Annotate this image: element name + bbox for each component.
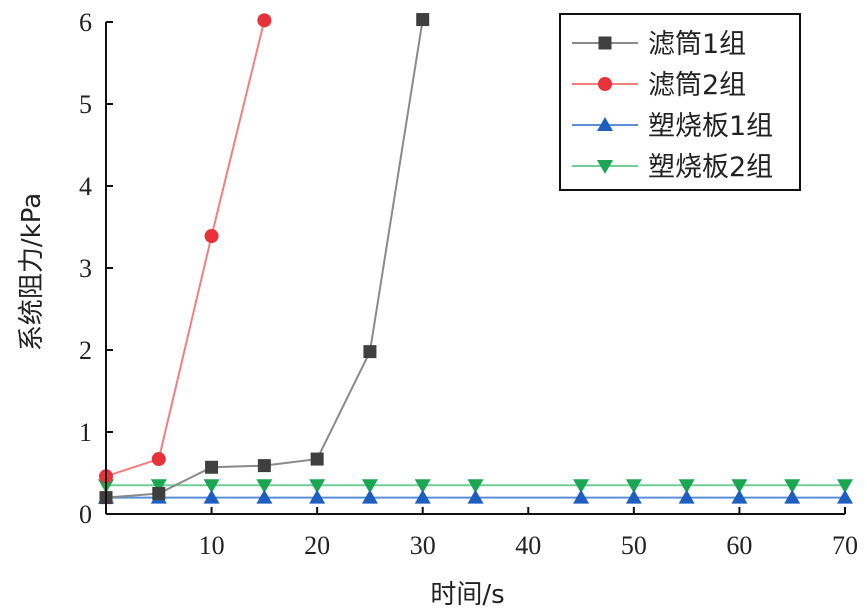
x-axis-title: 时间/s bbox=[430, 580, 504, 610]
legend-item: 塑烧板1组 bbox=[572, 111, 773, 142]
data-point bbox=[256, 479, 273, 494]
legend-item: 滤筒1组 bbox=[572, 29, 746, 60]
y-tick-label: 6 bbox=[79, 8, 92, 37]
data-point bbox=[414, 479, 431, 494]
data-point bbox=[731, 489, 748, 504]
legend-label: 滤筒1组 bbox=[648, 29, 746, 60]
y-tick-label: 4 bbox=[79, 172, 92, 201]
series-1 bbox=[99, 13, 430, 505]
legend-marker bbox=[598, 77, 612, 91]
y-axis-title: 系统阻力/kPa bbox=[17, 193, 47, 351]
data-point bbox=[150, 479, 167, 494]
legend-label: 塑烧板2组 bbox=[648, 152, 773, 183]
legend-marker bbox=[597, 117, 613, 131]
data-point bbox=[625, 489, 642, 504]
data-point bbox=[467, 489, 484, 504]
data-point bbox=[837, 479, 853, 494]
legend-item: 塑烧板2组 bbox=[572, 152, 773, 183]
series-line bbox=[105, 20, 266, 478]
x-tick-label: 10 bbox=[199, 531, 225, 560]
data-point bbox=[203, 489, 220, 504]
data-point bbox=[784, 489, 801, 504]
data-point bbox=[310, 452, 324, 466]
data-point bbox=[784, 479, 801, 494]
data-point bbox=[257, 13, 272, 28]
series-4 bbox=[98, 479, 853, 494]
data-point bbox=[678, 479, 695, 494]
series-3 bbox=[98, 489, 853, 504]
ticks-layer: 10 20 30 40 50 60 70 0 1 2 3 4 5 6 bbox=[79, 8, 858, 560]
x-tick-label: 50 bbox=[621, 531, 647, 560]
x-tick-label: 20 bbox=[304, 531, 330, 560]
y-tick-label: 1 bbox=[79, 418, 92, 447]
data-point bbox=[361, 479, 378, 494]
series-line bbox=[105, 19, 424, 499]
x-tick-label: 40 bbox=[515, 531, 541, 560]
data-point bbox=[203, 479, 220, 494]
data-point bbox=[573, 479, 590, 494]
data-point bbox=[363, 345, 377, 359]
data-point bbox=[257, 459, 271, 473]
data-point bbox=[414, 489, 431, 504]
data-point bbox=[204, 229, 219, 244]
data-point bbox=[467, 479, 484, 494]
y-tick-label: 0 bbox=[79, 500, 92, 529]
y-tick-label: 5 bbox=[79, 90, 92, 119]
data-point bbox=[361, 489, 378, 504]
data-point bbox=[256, 489, 273, 504]
data-point bbox=[837, 489, 853, 504]
x-tick-label: 60 bbox=[726, 531, 752, 560]
data-point bbox=[416, 13, 430, 27]
y-tick-label: 2 bbox=[79, 336, 92, 365]
legend-label: 塑烧板1组 bbox=[648, 111, 773, 142]
data-point bbox=[678, 489, 695, 504]
data-point bbox=[731, 479, 748, 494]
legend-marker bbox=[598, 36, 612, 50]
legend-label: 滤筒2组 bbox=[648, 70, 746, 101]
y-tick-label: 3 bbox=[79, 254, 92, 283]
data-point bbox=[152, 487, 166, 500]
data-point bbox=[309, 479, 326, 494]
data-point bbox=[573, 489, 590, 504]
data-point bbox=[205, 460, 219, 474]
series-2 bbox=[99, 13, 272, 484]
data-point bbox=[625, 479, 642, 494]
data-point bbox=[151, 452, 166, 467]
legend-marker bbox=[597, 160, 613, 174]
series-layer bbox=[98, 13, 853, 505]
data-point bbox=[309, 489, 326, 504]
legend-item: 滤筒2组 bbox=[572, 70, 746, 101]
x-tick-label: 30 bbox=[410, 531, 436, 560]
x-tick-label: 70 bbox=[832, 531, 858, 560]
